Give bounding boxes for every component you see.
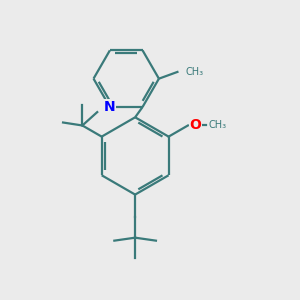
Text: CH₃: CH₃ bbox=[185, 67, 203, 76]
Text: O: O bbox=[189, 118, 201, 132]
Text: CH₃: CH₃ bbox=[208, 121, 226, 130]
Text: N: N bbox=[104, 100, 116, 114]
